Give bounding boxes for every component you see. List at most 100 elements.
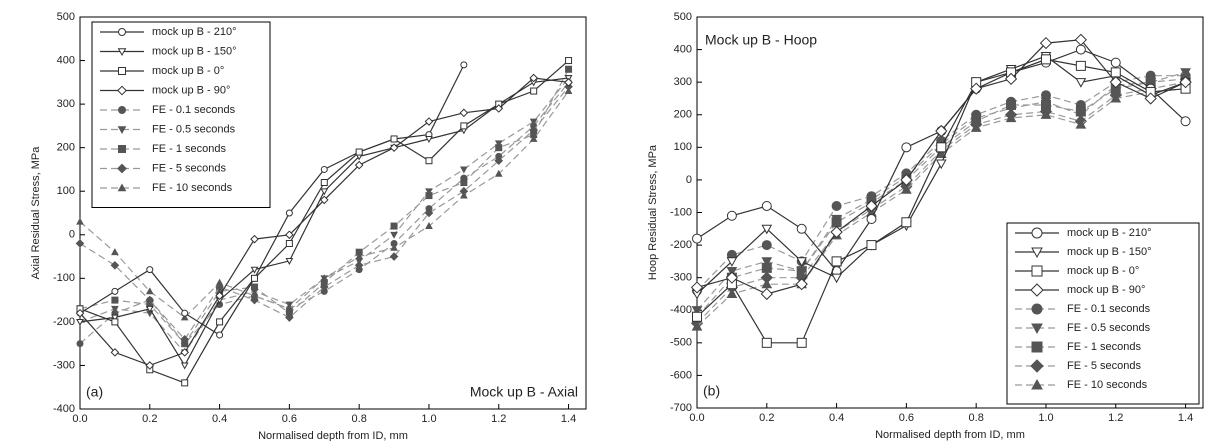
marker — [494, 140, 503, 148]
marker — [110, 348, 120, 357]
y-tick-label: 0 — [69, 229, 75, 241]
marker — [1180, 116, 1191, 127]
marker — [145, 361, 155, 370]
marker — [390, 231, 398, 239]
marker — [831, 256, 842, 267]
y-tick-label: 400 — [57, 54, 75, 66]
marker — [460, 122, 468, 130]
marker — [564, 78, 573, 87]
marker — [425, 188, 433, 196]
x-tick-label: 0.0 — [72, 413, 87, 425]
x-tick-label: 0.0 — [689, 412, 704, 424]
marker — [76, 340, 84, 348]
marker — [691, 306, 703, 316]
y-tick-label: -200 — [670, 239, 692, 251]
marker — [936, 142, 947, 153]
marker — [390, 222, 398, 230]
marker — [1040, 109, 1052, 119]
marker — [970, 82, 983, 95]
annotation: Mock up B - Hoop — [705, 32, 817, 48]
series-line — [79, 77, 570, 354]
marker — [110, 260, 120, 270]
marker — [761, 200, 772, 211]
marker — [796, 337, 807, 348]
marker — [901, 217, 912, 228]
x-tick-label: 0.8 — [352, 413, 367, 425]
marker — [111, 248, 119, 256]
marker — [180, 362, 189, 370]
marker — [145, 295, 155, 305]
marker — [181, 309, 189, 317]
legend-marker — [117, 163, 127, 174]
marker — [761, 240, 772, 251]
marker — [390, 243, 398, 251]
marker — [865, 199, 878, 213]
legend-marker — [118, 106, 126, 114]
y-tick-label: -600 — [670, 369, 692, 381]
series-line — [79, 64, 465, 336]
marker — [796, 223, 807, 234]
x-tick-label: 1.4 — [561, 413, 576, 425]
legend-marker — [117, 48, 127, 57]
marker — [425, 222, 433, 229]
marker — [285, 301, 294, 309]
x-axis-label: Normalised depth from ID, mm — [875, 429, 1025, 441]
y-tick-label: 200 — [57, 142, 75, 154]
marker — [692, 233, 702, 244]
legend-marker — [117, 126, 127, 135]
marker — [424, 117, 434, 126]
marker — [425, 136, 433, 143]
y-tick-label: -500 — [670, 337, 692, 349]
legend-label: mock up B - 210° — [152, 26, 237, 38]
marker — [1180, 68, 1191, 78]
y-tick-label: 200 — [674, 109, 692, 121]
series-line — [696, 75, 1186, 292]
marker — [390, 135, 398, 143]
series-line — [696, 71, 1186, 311]
marker — [495, 144, 503, 152]
series-line — [79, 81, 570, 345]
marker — [795, 278, 808, 291]
marker — [355, 148, 363, 156]
marker — [354, 160, 364, 170]
marker — [530, 87, 538, 95]
series-layer — [75, 57, 573, 387]
series-layer — [690, 33, 1192, 348]
marker — [529, 73, 538, 83]
legend-label: FE - 1 seconds — [152, 143, 226, 155]
marker — [216, 331, 224, 339]
y-tick-label: -300 — [670, 272, 692, 284]
marker — [285, 304, 294, 312]
legend: mock up B - 210° mock up B - 150° mock up … — [91, 21, 271, 208]
marker — [460, 191, 468, 199]
legend-label: FE - 10 seconds — [1067, 379, 1148, 391]
x-tick-label: 1.2 — [1108, 412, 1123, 424]
marker — [725, 271, 739, 284]
marker — [145, 305, 154, 313]
marker — [1075, 78, 1087, 88]
marker — [181, 379, 189, 387]
y-tick-label: -400 — [53, 403, 75, 415]
marker — [1075, 118, 1087, 129]
legend-marker — [1031, 323, 1043, 335]
y-tick-label: -100 — [53, 272, 75, 284]
legend-label: mock up B - 0° — [1067, 265, 1139, 277]
marker — [250, 283, 258, 291]
marker — [900, 173, 913, 187]
marker — [830, 225, 843, 239]
marker — [761, 262, 772, 273]
marker — [215, 291, 224, 301]
marker — [111, 314, 119, 322]
marker — [970, 122, 982, 132]
legend-label: FE - 0.5 seconds — [1067, 322, 1151, 334]
x-axis-label: Normalised depth from ID, mm — [258, 430, 408, 441]
legend-label: mock up B - 90° — [1067, 284, 1145, 296]
marker — [831, 200, 842, 211]
x-tick-label: 0.4 — [829, 412, 844, 424]
y-tick-label: 300 — [57, 98, 75, 110]
y-tick-label: -200 — [53, 316, 75, 328]
marker — [565, 65, 573, 73]
marker — [935, 159, 947, 170]
y-tick-label: -100 — [670, 206, 692, 218]
legend-marker — [117, 183, 127, 192]
